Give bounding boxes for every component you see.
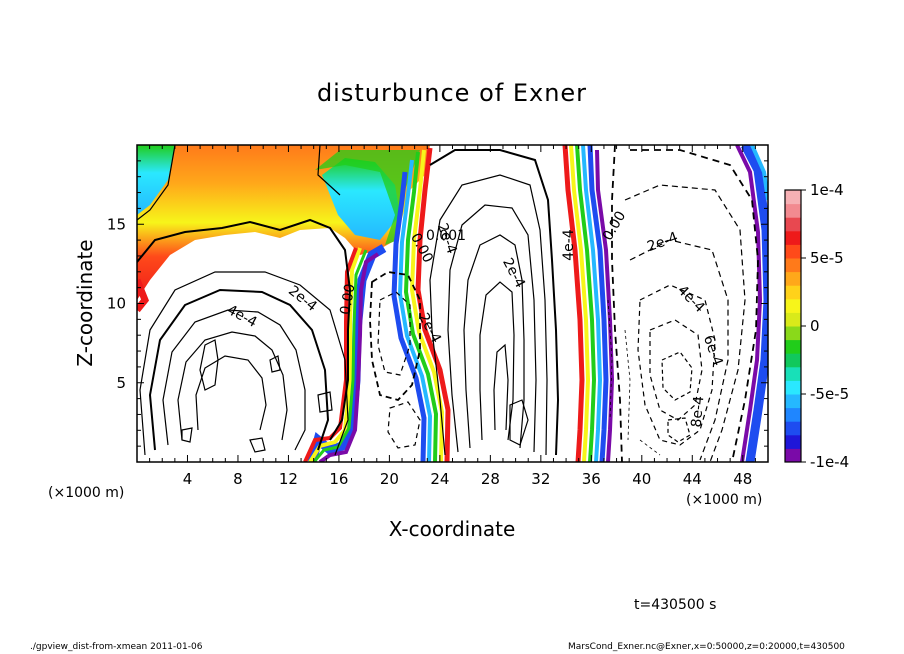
- cyan-core-center: [322, 158, 400, 240]
- colorbar-swatch: [785, 217, 801, 232]
- x-tick-label: 20: [380, 470, 399, 488]
- x-tick-label: 12: [279, 470, 298, 488]
- colorbar: [784, 189, 802, 463]
- colorbar-swatch: [785, 407, 801, 422]
- colorbar-swatch: [785, 244, 801, 259]
- footer-left: ./gpview_dist-from-xmean 2011-01-06: [30, 642, 203, 652]
- colorbar-tick-label: -5e-5: [810, 385, 849, 403]
- x-tick-label: 28: [481, 470, 500, 488]
- x-tick-label: 36: [582, 470, 601, 488]
- colorbar-swatch: [785, 285, 801, 300]
- y-tick-label: 10: [107, 295, 126, 313]
- colorbar-tick-label: 5e-5: [810, 249, 844, 267]
- x-tick-label: 40: [632, 470, 651, 488]
- footer-right: MarsCond_Exner.nc@Exner,x=0:50000,z=0:20…: [568, 642, 845, 652]
- colorbar-swatch: [785, 380, 801, 395]
- contour-label: 4e-4: [561, 229, 577, 261]
- x-axis-unit: (×1000 m): [686, 492, 762, 508]
- x-tick-label: 44: [683, 470, 702, 488]
- colorbar-swatch: [785, 271, 801, 286]
- contour-label: 8e-4: [689, 395, 708, 428]
- y-tick-label: 15: [107, 215, 126, 233]
- colorbar-tick-label: 0: [810, 317, 820, 335]
- x-tick-label: 48: [733, 470, 752, 488]
- colorbar-swatch: [785, 258, 801, 273]
- x-axis-ticks: 4 8 12 16 20 24 28 32 36 40 44 48: [149, 145, 756, 488]
- colorbar-swatch: [785, 190, 801, 205]
- colorbar-tick-label: 1e-4: [810, 181, 844, 199]
- colorbar-swatch: [785, 312, 801, 327]
- y-tick-label: 5: [116, 374, 126, 392]
- cyan-core-left: [137, 145, 175, 215]
- green-band-center: [315, 150, 420, 245]
- colorbar-swatch: [785, 394, 801, 409]
- x-tick-label: 32: [531, 470, 550, 488]
- x-tick-label: 16: [329, 470, 348, 488]
- x-tick-label: 8: [233, 470, 243, 488]
- colorbar-tick-label: -1e-4: [810, 453, 849, 471]
- colorbar-swatch: [785, 353, 801, 368]
- x-axis-label: X-coordinate: [389, 517, 516, 541]
- colorbar-swatch: [785, 339, 801, 354]
- colorbar-swatch: [785, 434, 801, 449]
- colorbar-swatch: [785, 366, 801, 381]
- contour-label: 0.00: [337, 283, 358, 316]
- colorbar-swatch: [785, 326, 801, 341]
- colorbar-swatch: [785, 230, 801, 245]
- contour-label: 0.001: [426, 228, 466, 244]
- y-axis-unit: (×1000 m): [48, 485, 124, 501]
- colorbar-swatch: [785, 298, 801, 313]
- colorbar-swatch: [785, 421, 801, 436]
- x-tick-label: 24: [430, 470, 449, 488]
- x-tick-label: 4: [183, 470, 193, 488]
- colorbar-swatch: [785, 448, 801, 463]
- colorbar-ticks: 1e-4 5e-5 0 -5e-5 -1e-4: [801, 181, 849, 471]
- plot-area: [137, 145, 768, 462]
- y-axis-label: Z-coordinate: [73, 239, 97, 366]
- colorbar-swatch: [785, 203, 801, 218]
- time-label: t=430500 s: [634, 597, 716, 613]
- y-axis-ticks: 5 10 15: [107, 160, 768, 447]
- chart-title: disturbunce of Exner: [317, 79, 587, 107]
